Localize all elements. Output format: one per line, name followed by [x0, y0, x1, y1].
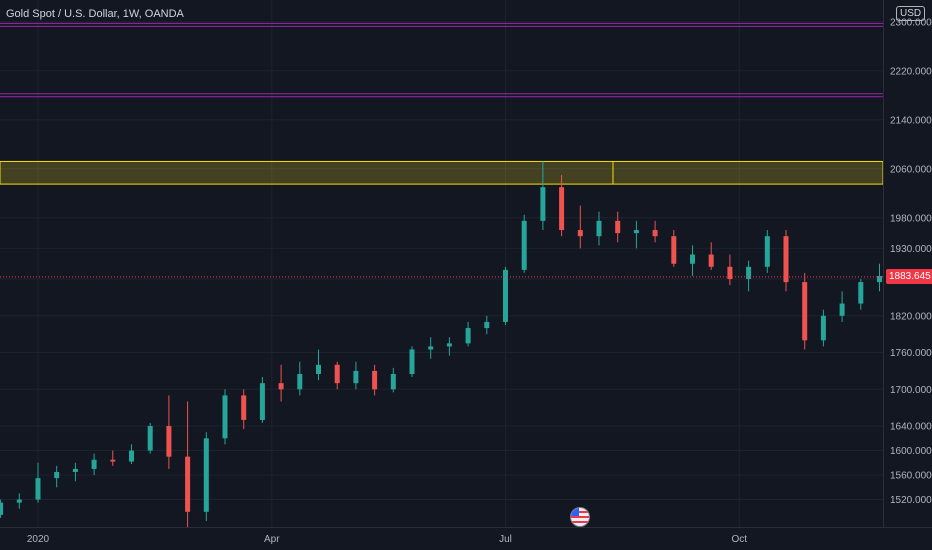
candle	[409, 349, 415, 374]
y-tick-label: 1930.000	[890, 244, 932, 255]
candle	[222, 395, 228, 439]
candle	[559, 187, 565, 231]
candle	[446, 343, 452, 347]
us-flag-event-icon[interactable]	[570, 507, 590, 527]
candle	[72, 468, 78, 472]
candle	[185, 456, 191, 512]
candle	[503, 269, 508, 322]
y-tick-label: 1600.000	[890, 446, 932, 457]
candle	[203, 438, 209, 512]
candle	[802, 282, 808, 341]
candles	[0, 161, 882, 531]
candle	[147, 426, 153, 451]
candle	[297, 373, 303, 390]
candle	[16, 499, 22, 503]
candle	[615, 220, 621, 234]
candle	[764, 236, 770, 267]
x-tick-label: Jul	[499, 534, 512, 545]
candle	[521, 220, 527, 270]
candle	[465, 328, 471, 344]
candle	[241, 395, 247, 420]
x-tick-label: Apr	[264, 534, 280, 545]
candle	[671, 236, 677, 264]
candle	[372, 370, 378, 390]
candle	[166, 426, 172, 457]
zone-rect	[0, 160, 884, 185]
candle	[334, 364, 340, 384]
candle	[633, 230, 639, 234]
chart-title: Gold Spot / U.S. Dollar, 1W, OANDA	[6, 8, 184, 20]
candle	[129, 450, 134, 462]
candle	[820, 315, 826, 341]
y-tick-label: 1560.000	[890, 471, 932, 482]
candle	[652, 230, 658, 237]
last-price-badge: 1883.645	[886, 269, 932, 284]
candle	[353, 370, 359, 384]
y-tick-label: 2220.000	[890, 66, 932, 77]
candle	[316, 364, 321, 374]
candle	[839, 303, 845, 316]
y-tick-label: 1700.000	[890, 385, 932, 396]
candle	[35, 478, 41, 500]
y-tick-label: 1820.000	[890, 311, 932, 322]
y-tick-label: 2060.000	[890, 164, 932, 175]
candle	[91, 459, 97, 469]
candle	[746, 266, 752, 280]
candle	[877, 275, 882, 283]
y-tick-label: 1520.000	[890, 495, 932, 506]
candle	[596, 220, 602, 237]
y-tick-label: 1640.000	[890, 422, 932, 433]
resistance-lines	[0, 22, 883, 98]
candle	[110, 459, 116, 462]
candle	[484, 321, 490, 329]
candle	[259, 383, 265, 420]
x-axis-background	[0, 527, 932, 550]
y-tick-label: 1980.000	[890, 213, 932, 224]
x-tick-label: Oct	[731, 534, 747, 545]
candle	[0, 502, 4, 515]
y-tick-label: 1760.000	[890, 348, 932, 359]
candle	[390, 373, 396, 390]
x-axis: 2020AprJulOct2021AprJulOct2022AprJulOct2…	[0, 527, 932, 550]
candle	[858, 282, 864, 304]
candle	[690, 254, 695, 264]
candle	[577, 230, 583, 237]
candle	[727, 266, 733, 280]
currency-label[interactable]: USD	[896, 6, 926, 21]
grid	[0, 0, 883, 527]
supply-zone	[0, 160, 884, 185]
candle	[428, 346, 434, 350]
candle	[54, 471, 60, 479]
candle	[540, 187, 546, 221]
candle	[278, 383, 284, 390]
y-tick-label: 2140.000	[890, 115, 932, 126]
x-tick-label: 2020	[27, 534, 50, 545]
candle	[708, 254, 714, 267]
y-tick-label: 2300.000	[890, 17, 932, 28]
candle	[783, 236, 789, 283]
